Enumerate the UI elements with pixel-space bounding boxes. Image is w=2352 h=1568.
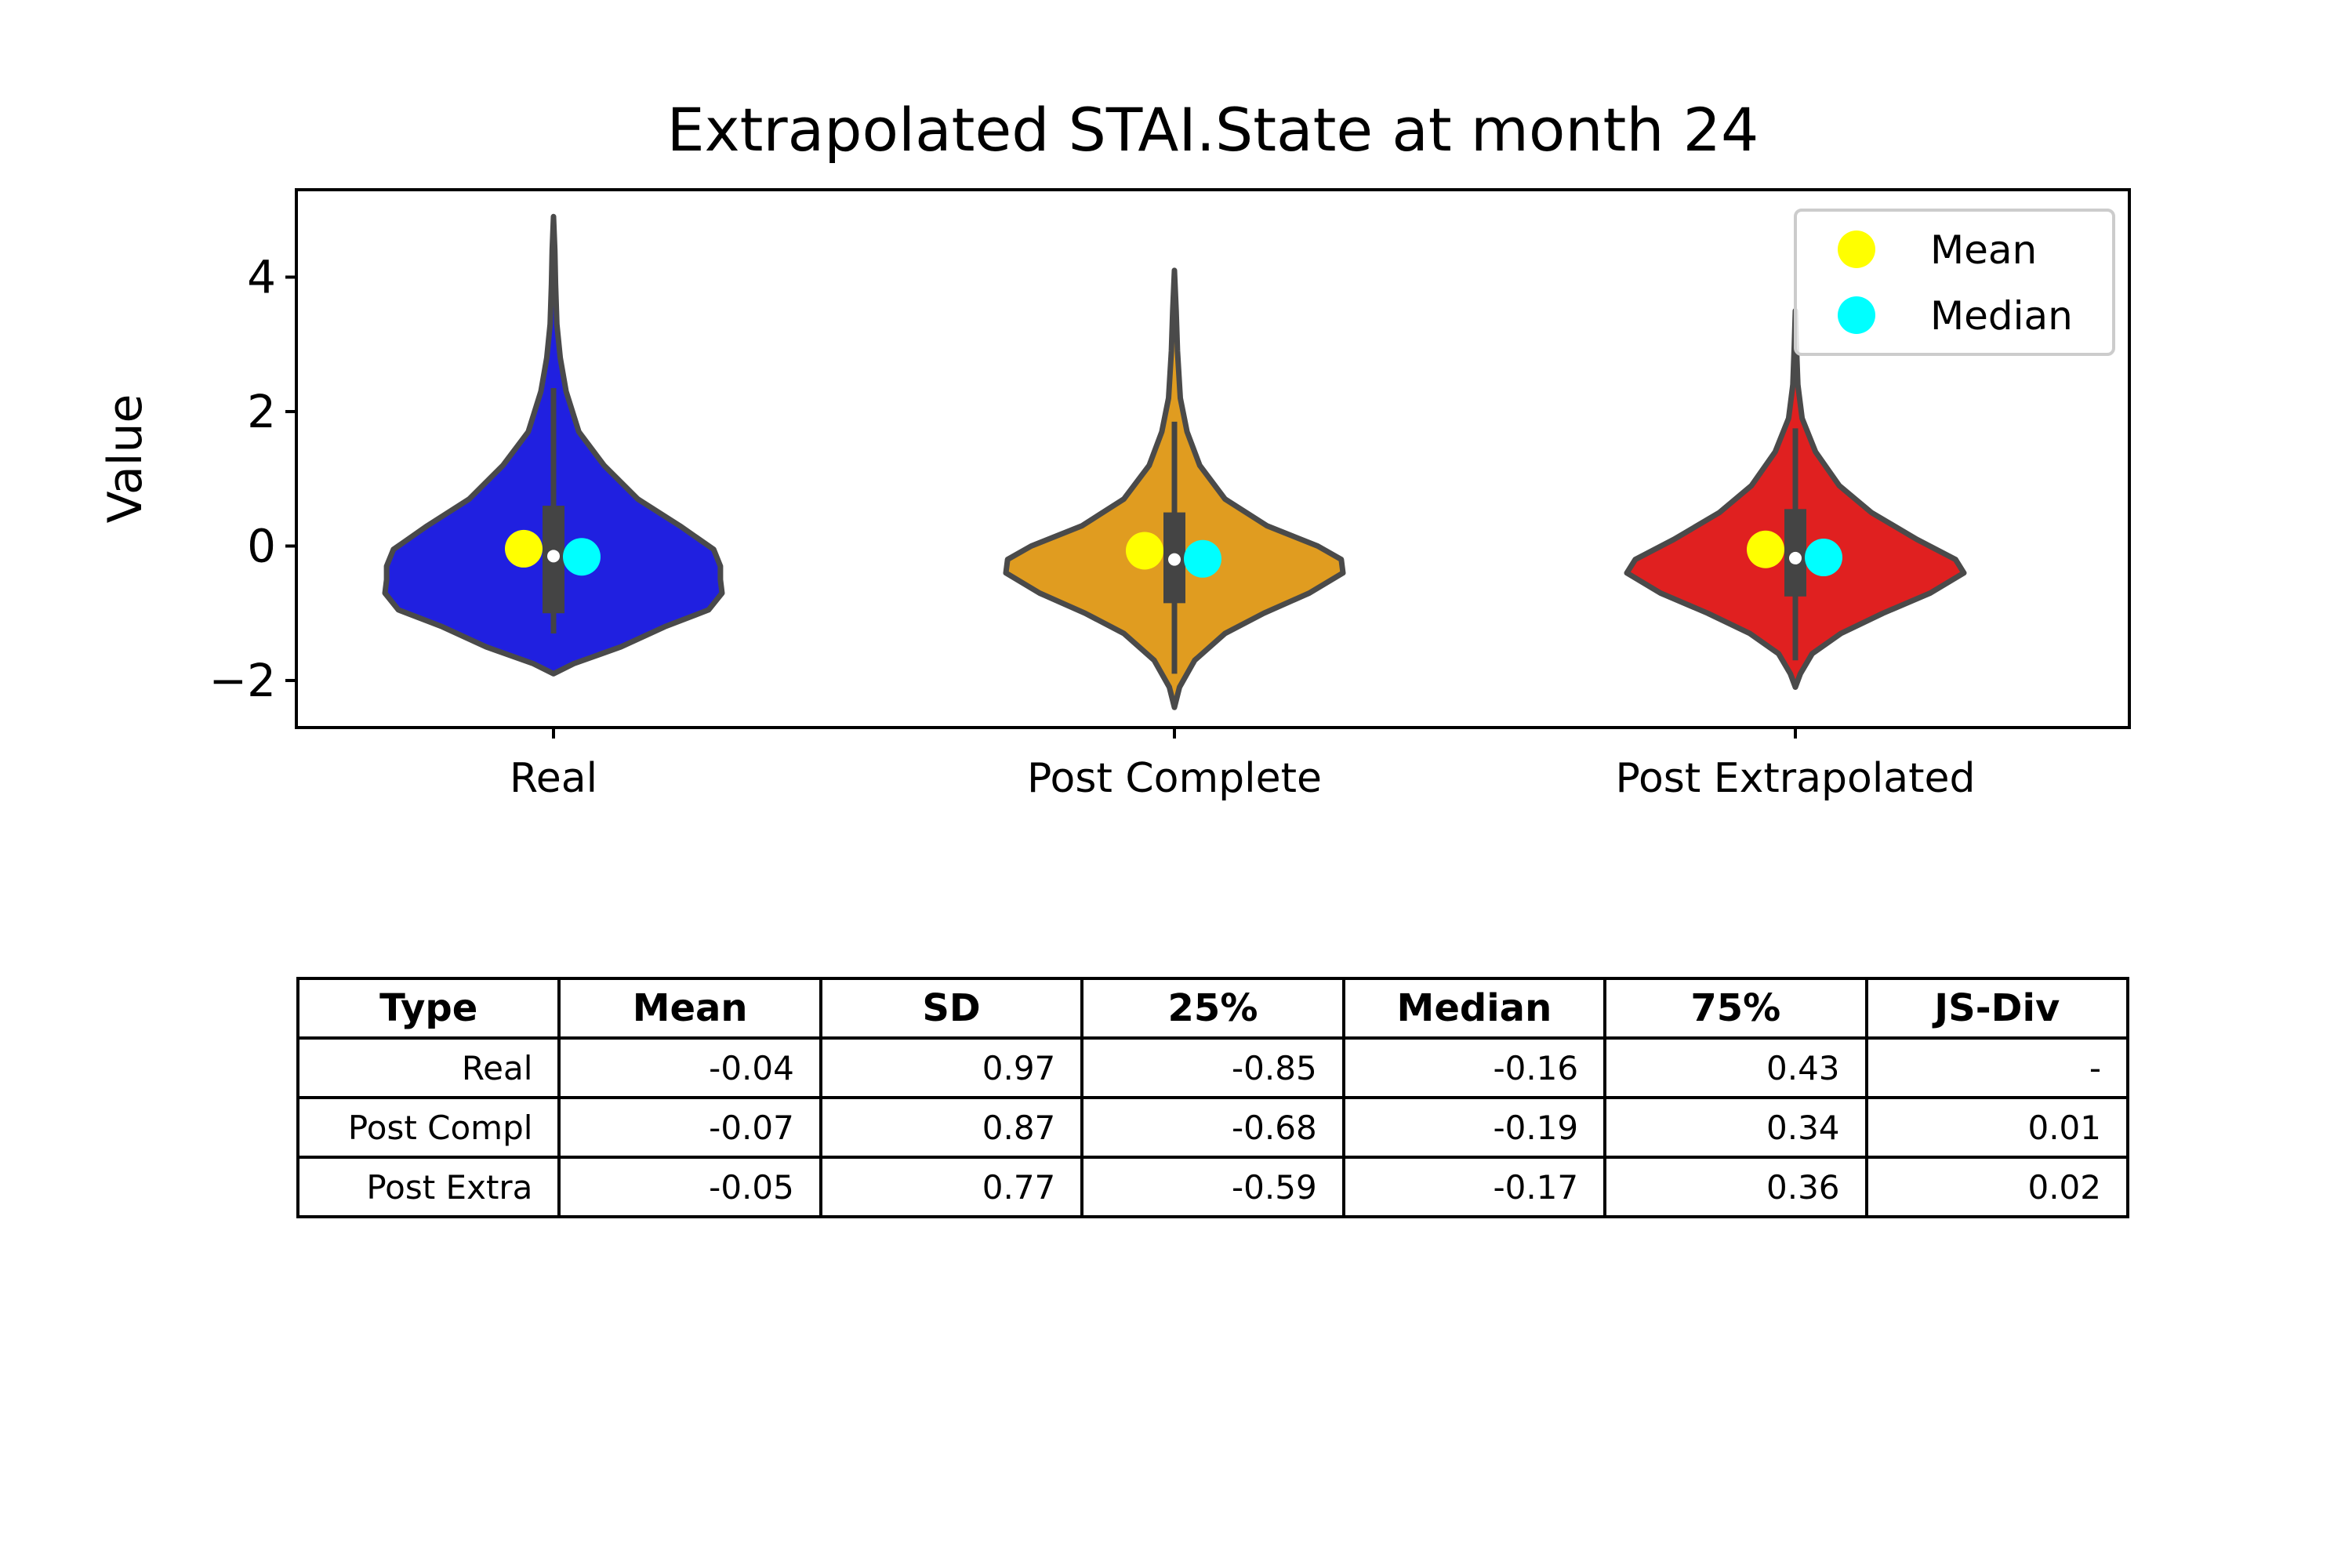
plot-frame: [295, 188, 2131, 729]
median-point-real: [563, 538, 601, 576]
y-tick-label: 2: [247, 385, 276, 438]
table-cell: -0.07: [557, 1096, 822, 1159]
median-dot-real: [547, 550, 560, 563]
table-cell: 0.34: [1603, 1096, 1868, 1159]
table-cell: 0.87: [818, 1096, 1084, 1159]
mean-point-real: [505, 529, 543, 568]
median-point-post-extrapolated: [1805, 539, 1842, 577]
mean-point-post-complete: [1126, 532, 1163, 570]
table-cell: 0.77: [818, 1156, 1084, 1218]
table-header-cell: Type: [296, 977, 561, 1040]
median-dot-post-extrapolated: [1789, 551, 1802, 564]
table-row: Post Compl -0.07 0.87 -0.68 -0.19 0.34 0.01: [296, 1096, 2130, 1159]
stats-table: Type Mean SD 25% Median 75% JS-Div Real -0.04 0.…: [296, 977, 2130, 1218]
median-point-post-complete: [1184, 539, 1221, 578]
table-cell: 0.02: [1864, 1156, 2130, 1218]
table-cell: Post Compl: [296, 1096, 561, 1159]
table-cell: 0.36: [1603, 1156, 1868, 1218]
y-axis-label: Value: [98, 394, 153, 524]
table-cell: -0.16: [1341, 1036, 1607, 1099]
table-header-cell: Mean: [557, 977, 822, 1040]
legend-label-median: Median: [1930, 293, 2073, 339]
table-cell: -: [1864, 1036, 2130, 1099]
table-cell: -0.05: [557, 1156, 822, 1218]
table-cell: Real: [296, 1036, 561, 1099]
table-header-cell: Median: [1341, 977, 1607, 1040]
table-header-cell: SD: [818, 977, 1084, 1040]
chart-title: Extrapolated STAI.State at month 24: [667, 95, 1759, 165]
table-cell: 0.43: [1603, 1036, 1868, 1099]
legend: Mean Median: [1794, 209, 2115, 356]
legend-label-mean: Mean: [1930, 227, 2037, 273]
mean-point-post-extrapolated: [1747, 530, 1784, 568]
y-tick-label: 0: [247, 519, 276, 572]
table-cell: Post Extra: [296, 1156, 561, 1218]
y-tick-label: 4: [247, 250, 276, 303]
legend-marker-mean: [1838, 230, 1875, 268]
table-cell: 0.97: [818, 1036, 1084, 1099]
table-cell: -0.85: [1080, 1036, 1345, 1099]
table-row: Post Extra -0.05 0.77 -0.59 -0.17 0.36 0.02: [296, 1156, 2130, 1218]
table-cell: -0.59: [1080, 1156, 1345, 1218]
x-tick-label: Real: [510, 755, 597, 802]
y-tick-label: −2: [209, 654, 277, 707]
table-cell: -0.17: [1341, 1156, 1607, 1218]
table-header-cell: 75%: [1603, 977, 1868, 1040]
x-tick-label: Post Extrapolated: [1615, 755, 1975, 802]
median-dot-post-complete: [1168, 553, 1181, 566]
table-cell: 0.01: [1864, 1096, 2130, 1159]
table-cell: -0.68: [1080, 1096, 1345, 1159]
legend-marker-median: [1838, 296, 1875, 334]
table-header-cell: JS-Div: [1864, 977, 2130, 1040]
x-tick-label: Post Complete: [1027, 755, 1322, 802]
table-header-row: Type Mean SD 25% Median 75% JS-Div: [296, 977, 2130, 1040]
table-row: Real -0.04 0.97 -0.85 -0.16 0.43-: [296, 1036, 2130, 1099]
table-header-cell: 25%: [1080, 977, 1345, 1040]
table-cell: -0.04: [557, 1036, 822, 1099]
table-cell: -0.19: [1341, 1096, 1607, 1159]
